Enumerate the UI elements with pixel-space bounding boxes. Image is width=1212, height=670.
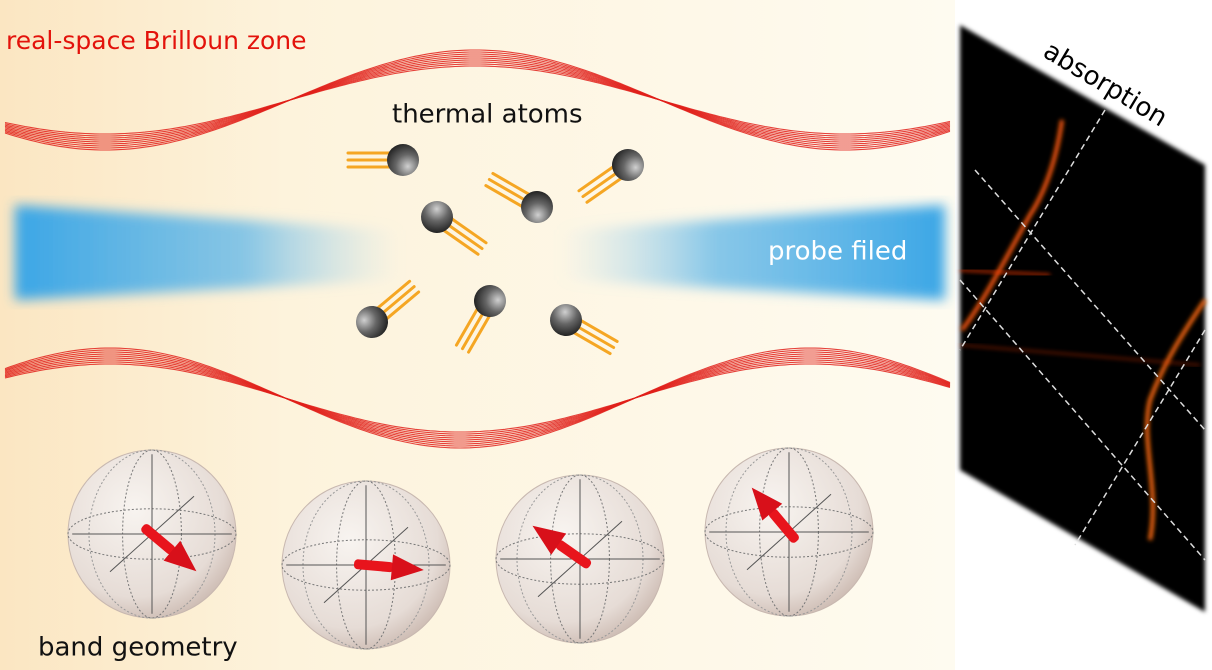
bloch-sphere <box>282 481 450 649</box>
probe-label: probe filed <box>768 237 907 267</box>
bloch-sphere <box>496 475 664 643</box>
bloch-sphere <box>68 450 236 618</box>
atoms-label: thermal atoms <box>392 100 583 130</box>
geometry-label: band geometry <box>38 633 238 663</box>
page: absorption real-space Brilloun zone ther… <box>0 0 1212 670</box>
title: real-space Brilloun zone <box>6 26 307 55</box>
atom-ball <box>387 144 419 176</box>
absorption-panel: absorption <box>960 25 1205 612</box>
bloch-sphere <box>705 448 873 616</box>
illustration: absorption real-space Brilloun zone ther… <box>0 0 1212 670</box>
